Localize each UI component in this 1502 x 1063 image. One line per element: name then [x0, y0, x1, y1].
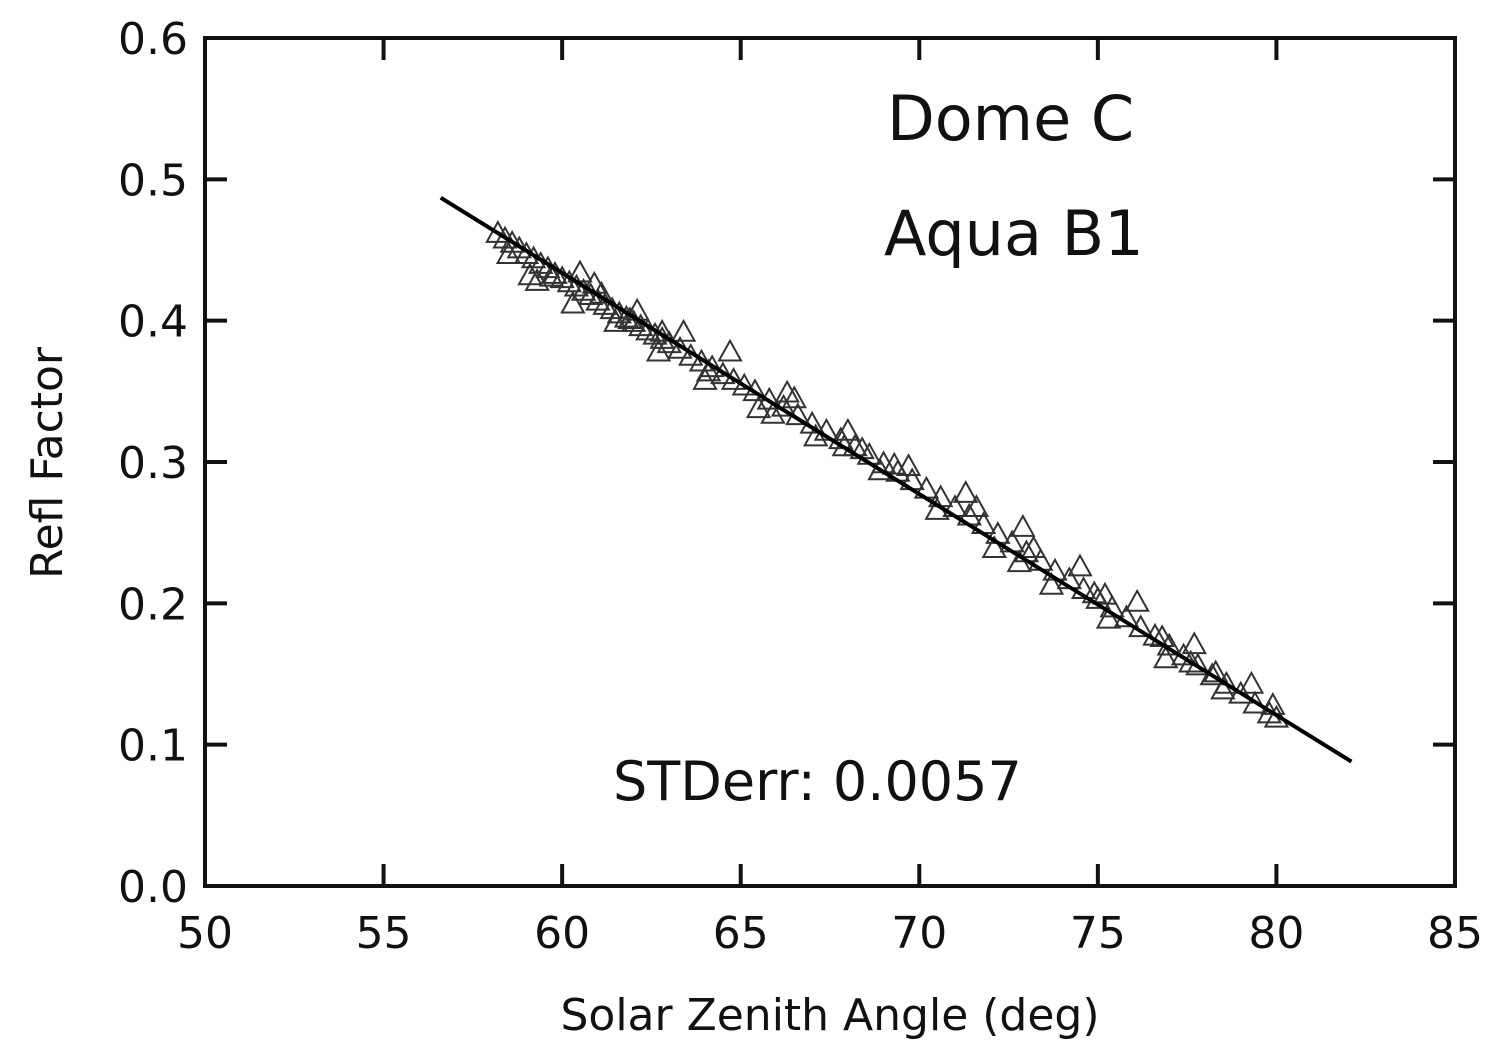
y-tick-label: 0.0: [118, 862, 188, 913]
data-point: [745, 395, 772, 419]
x-tick-label: 85: [1427, 908, 1483, 959]
data-point: [710, 361, 736, 385]
annotation-site: Dome C: [887, 82, 1134, 155]
data-point: [1020, 535, 1047, 559]
data-point: [1181, 631, 1207, 655]
data-point: [1010, 513, 1036, 537]
x-tick-label: 65: [713, 908, 769, 959]
ticks-layer: 50 55 60 65 70 75 80 85 0.0 0.1 0.2 0.3 0.4 0.5 0.6: [118, 14, 1483, 959]
data-point: [881, 451, 907, 475]
y-tick-label: 0.1: [118, 721, 188, 772]
fit-line: [439, 196, 1353, 764]
data-point: [1067, 553, 1093, 577]
data-point: [813, 417, 840, 441]
data-point: [981, 535, 1007, 559]
y-tick-label: 0.5: [118, 155, 188, 206]
annotation-sensor: Aqua B1: [884, 197, 1144, 270]
data-point: [760, 400, 786, 424]
data-point: [524, 268, 550, 291]
y-tick-label: 0.6: [118, 14, 188, 65]
x-tick-label: 60: [534, 908, 590, 959]
y-tick-label: 0.4: [118, 297, 188, 348]
data-point: [495, 241, 522, 265]
data-point: [1242, 690, 1268, 714]
data-point: [953, 480, 979, 503]
text-layer: Dome C Aqua B1 STDerr: 0.0057 Solar Zeni…: [22, 82, 1144, 1041]
data-point: [1124, 588, 1150, 612]
y-axis-title: Refl Factor: [22, 346, 73, 579]
data-point: [835, 417, 861, 441]
data-point: [1038, 571, 1065, 595]
x-tick-label: 80: [1248, 908, 1304, 959]
data-point: [538, 263, 565, 287]
data-point: [963, 494, 990, 518]
data-point: [1210, 676, 1236, 700]
data-point: [560, 290, 586, 314]
data-point: [1095, 605, 1122, 629]
fit-line-layer: [439, 196, 1353, 764]
x-tick-label: 50: [177, 908, 233, 959]
data-point: [1238, 670, 1265, 694]
data-point: [492, 225, 518, 249]
x-axis-title: Solar Zenith Angle (deg): [560, 990, 1099, 1041]
data-point: [1153, 645, 1179, 669]
data-point: [1203, 659, 1229, 683]
data-point: [603, 309, 629, 332]
data-point: [781, 385, 807, 409]
y-tick-label: 0.3: [118, 438, 188, 489]
data-point: [645, 338, 672, 362]
x-tick-label: 75: [1070, 908, 1126, 959]
data-point: [717, 338, 743, 362]
data-point: [1099, 594, 1125, 618]
x-tick-label: 55: [356, 908, 412, 959]
x-tick-label: 70: [891, 908, 947, 959]
data-point: [1113, 604, 1140, 628]
data-point: [1178, 649, 1204, 673]
data-point: [699, 354, 725, 378]
data-point: [720, 366, 747, 390]
y-tick-label: 0.2: [118, 579, 188, 630]
data-point: [895, 453, 922, 477]
data-point: [567, 259, 593, 283]
data-point: [670, 318, 697, 342]
data-point: [695, 358, 722, 382]
annotation-stderr: STDerr: 0.0057: [613, 750, 1022, 813]
